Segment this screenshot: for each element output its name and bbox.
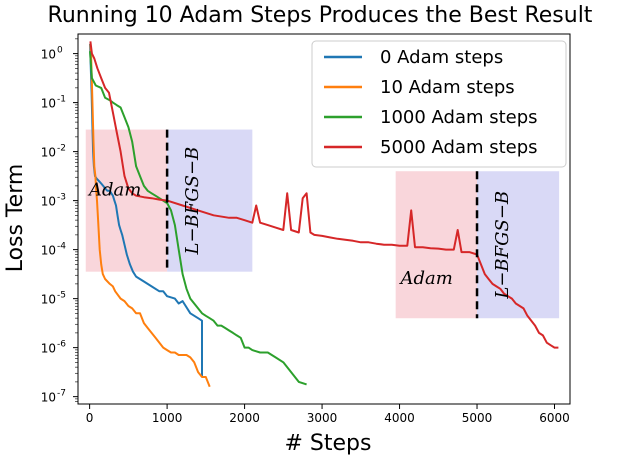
y-tick-label: 10: [41, 146, 56, 160]
legend-label-2: 10 Adam steps: [380, 77, 515, 98]
legend-box: [311, 40, 567, 168]
region-label-3: Adam: [398, 268, 452, 289]
shaded-region-2: [167, 129, 253, 272]
x-tick-label: 5000: [462, 411, 493, 425]
x-tick-label: 3000: [307, 411, 338, 425]
y-tick-exponent: -2: [57, 144, 66, 154]
legend-label-1: 0 Adam steps: [380, 47, 503, 68]
y-tick-exponent: -7: [57, 389, 66, 399]
shaded-regions: [85, 129, 560, 319]
y-tick-label: 10: [41, 244, 56, 258]
region-label-2: L−BFGS−B: [182, 147, 203, 256]
y-tick-exponent: -6: [57, 340, 66, 350]
x-tick-label: 6000: [539, 411, 570, 425]
shaded-region-4: [477, 171, 560, 319]
y-axis-label: Loss Term: [3, 164, 28, 273]
legend-label-3: 1000 Adam steps: [380, 107, 538, 128]
y-tick-label: 10: [41, 391, 56, 405]
x-tick-label: 2000: [229, 411, 260, 425]
series-line-3: [89, 51, 307, 386]
y-tick-label: 10: [41, 97, 56, 111]
series-line-2: [89, 43, 211, 388]
y-tick-exponent: -1: [57, 95, 66, 105]
region-label-1: Adam: [87, 180, 141, 201]
x-axis-label: # Steps: [285, 431, 372, 456]
chart-title: Running 10 Adam Steps Produces the Best …: [48, 3, 593, 28]
y-tick-exponent: -4: [57, 242, 66, 252]
series-line-4: [89, 41, 559, 349]
y-tick-exponent: -3: [57, 193, 66, 203]
legend: 0 Adam steps 10 Adam steps 1000 Adam steps…: [311, 40, 567, 168]
x-tick-label: 4000: [384, 411, 415, 425]
series-lines: [89, 41, 559, 388]
region-annotations: Adam L−BFGS−B Adam L−BFGS−B: [87, 129, 513, 319]
plot-frame: [77, 33, 571, 405]
x-tick-label: 0: [86, 411, 94, 425]
y-tick-label: 10: [41, 195, 56, 209]
y-tick-exponent: -5: [57, 291, 66, 301]
y-tick-label: 10: [41, 293, 56, 307]
region-label-4: L−BFGS−B: [492, 191, 513, 300]
shaded-region-3: [395, 171, 478, 319]
x-tick-label: 1000: [152, 411, 183, 425]
y-tick-label: 10: [41, 342, 56, 356]
legend-label-4: 5000 Adam steps: [380, 137, 538, 158]
y-tick-exponent: 0: [57, 46, 63, 56]
y-tick-label: 10: [41, 48, 56, 62]
